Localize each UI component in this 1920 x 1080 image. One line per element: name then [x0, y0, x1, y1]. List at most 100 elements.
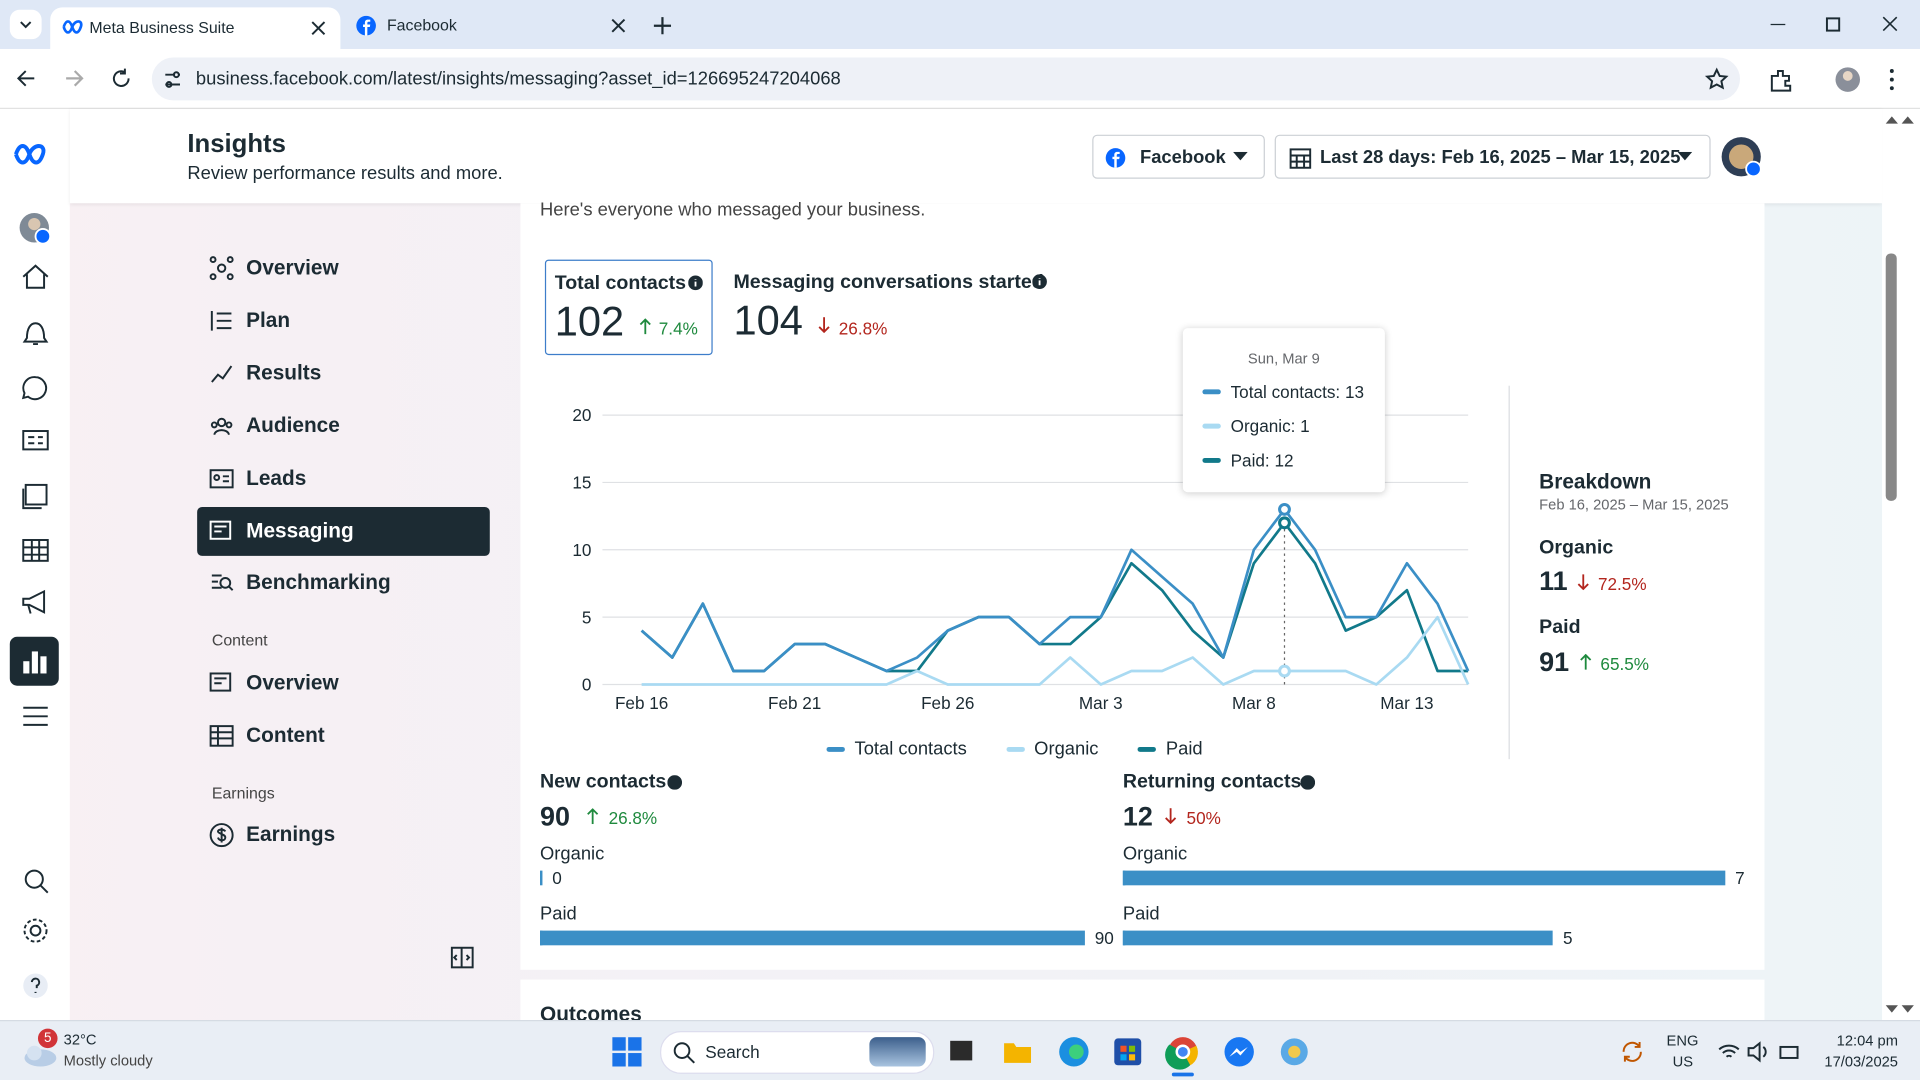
bar [540, 930, 1085, 946]
system-tray[interactable] [1717, 1040, 1803, 1064]
breakdown-value: 91 [1539, 646, 1570, 678]
window-controls[interactable] [1763, 12, 1910, 36]
tooltip-row: Paid: 12 [1202, 451, 1294, 470]
hover-marker [1278, 502, 1291, 516]
legend-swatch [1006, 746, 1025, 752]
caret [1677, 151, 1693, 161]
hover-marker [1278, 664, 1291, 678]
metric-label: Messaging conversations started [733, 271, 1044, 293]
nav-item[interactable]: Results [197, 349, 490, 398]
meta-favicon [62, 20, 83, 34]
bar-value-label: 5 [1562, 928, 1573, 948]
tab-search-button[interactable] [9, 9, 42, 40]
nav-item[interactable]: Earnings [197, 811, 490, 860]
sync-icon[interactable] [1619, 1038, 1646, 1065]
page-subtitle: Review performance results and more. [187, 162, 503, 184]
account-avatar[interactable] [18, 212, 52, 246]
tooltip-swatch [1202, 457, 1221, 463]
bar [1122, 930, 1554, 946]
nav-item[interactable]: Content [197, 711, 490, 760]
nav-item[interactable]: Benchmarking [197, 558, 490, 607]
line-chart: 0 5 10 15 20 Feb 16 Feb 21 Feb 26 Mar 3 Mar 8 Mar … [572, 405, 1470, 713]
nav-item[interactable]: Leads [197, 454, 490, 503]
contacts-label: New contacts [540, 771, 667, 793]
page-header: Insights Review performance results and … [69, 108, 1883, 204]
rail-bottom-icons[interactable] [20, 704, 52, 998]
collapse-nav-button[interactable] [450, 946, 475, 969]
metric-change: 7.4% [658, 318, 698, 338]
close-tab[interactable] [310, 20, 327, 37]
messaging-card: Here's everyone who messaged your busine… [520, 200, 1765, 970]
info-icon[interactable] [688, 275, 703, 291]
site-info-icon [165, 71, 181, 88]
nav-buttons[interactable] [15, 66, 137, 90]
x-tick-label: Mar 3 [1079, 693, 1123, 713]
legend-label: Paid [1165, 738, 1203, 760]
bar-start [540, 870, 543, 886]
nav-label: Results [246, 361, 322, 385]
x-tick-label: Mar 13 [1380, 693, 1433, 713]
metric-tab-selected[interactable]: Total contacts 102 7.4% [544, 259, 713, 356]
start-button[interactable] [612, 1037, 642, 1067]
tooltip-swatch [1202, 389, 1221, 395]
nav-item[interactable]: Overview [197, 244, 490, 293]
info-icon[interactable] [1032, 274, 1047, 289]
info-icon[interactable] [667, 775, 683, 790]
contacts-value: 12 [1122, 800, 1153, 832]
bar-value-label: 90 [1094, 928, 1114, 948]
clock-date[interactable]: 17/03/2025 [1824, 1053, 1898, 1071]
platform-dropdown[interactable]: Facebook [1092, 134, 1265, 179]
page-title: Insights [187, 129, 286, 158]
legend-swatch [1137, 746, 1157, 752]
nav-item[interactable]: Audience [197, 402, 490, 451]
breakdown-change: 65.5% [1600, 653, 1650, 674]
legend-item: Organic [1006, 738, 1099, 759]
caret [1233, 151, 1248, 161]
nav-label: Overview [246, 255, 339, 280]
active-tab[interactable]: Meta Business Suite [50, 7, 341, 49]
bookmark-star[interactable] [1704, 67, 1729, 91]
y-tick-label: 20 [572, 405, 591, 425]
rail-icons[interactable] [20, 262, 52, 776]
bar-value-label: 0 [552, 868, 562, 888]
metric-label: Total contacts [554, 273, 687, 294]
tooltip-date: Sun, Mar 9 [1247, 350, 1320, 368]
tab-title: Meta Business Suite [89, 18, 235, 37]
scrollbar[interactable] [1882, 108, 1920, 1020]
tooltip-row: Organic: 1 [1202, 416, 1310, 436]
nav-item-selected[interactable]: Messaging [197, 506, 490, 556]
new-tab-button[interactable] [651, 15, 673, 37]
bar-label: Paid [1122, 903, 1160, 925]
info-icon[interactable] [1300, 775, 1316, 790]
address-bar[interactable]: business.facebook.com/latest/insights/me… [151, 57, 1741, 101]
bar-value-label: 7 [1735, 868, 1745, 888]
browser-actions[interactable] [1768, 66, 1903, 93]
tab[interactable]: Facebook [355, 15, 637, 39]
nav-label: Earnings [246, 822, 336, 847]
clock-time[interactable]: 12:04 pm [1836, 1032, 1898, 1050]
x-tick-label: Feb 21 [768, 693, 821, 713]
input-region[interactable]: US [1672, 1053, 1694, 1071]
nav-item[interactable]: Plan [197, 296, 490, 345]
nav-label: Plan [246, 308, 291, 332]
legend-swatch [826, 746, 845, 752]
taskbar-apps[interactable] [947, 1033, 1314, 1077]
arrow-path [1165, 808, 1177, 825]
taskbar-search[interactable]: Search [660, 1031, 935, 1074]
facebook-favicon [356, 15, 376, 36]
close-tab[interactable] [610, 17, 627, 34]
metric-tab[interactable]: Messaging conversations started 104 26.8… [733, 260, 1076, 353]
weather-icon[interactable] [22, 1036, 59, 1068]
input-language[interactable]: ENG [1666, 1032, 1699, 1050]
taskbar: 5 32°C Mostly cloudy Search ENG US 12:04… [0, 1020, 1920, 1080]
date-range-dropdown[interactable]: Last 28 days: Feb 16, 2025 – Mar 15, 202… [1274, 134, 1711, 179]
date-range-label: Last 28 days: Feb 16, 2025 – Mar 15, 202… [1320, 146, 1681, 168]
page-avatar[interactable] [1720, 136, 1764, 180]
y-tick-label: 5 [582, 607, 592, 627]
info-dot [1300, 775, 1316, 790]
insights-rail-button[interactable] [9, 636, 59, 686]
nav-item[interactable]: Overview [197, 659, 490, 708]
meta-logo[interactable] [11, 138, 60, 170]
arrow-path [587, 808, 599, 825]
bar-label: Organic [540, 843, 605, 865]
